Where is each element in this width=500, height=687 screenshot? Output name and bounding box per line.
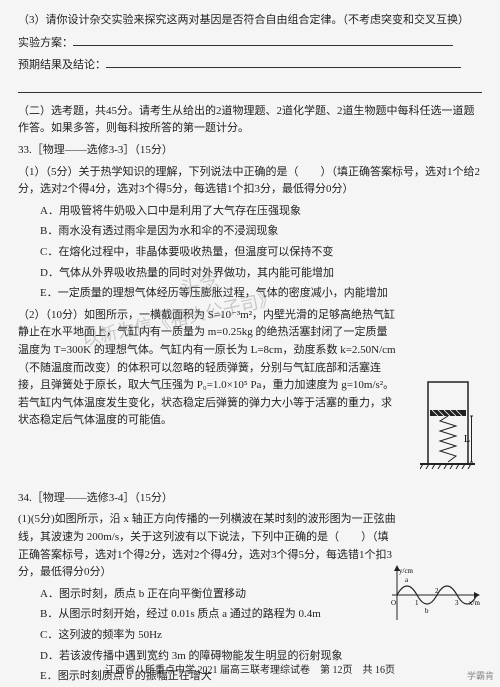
- q34-1-option-c: C．这列波的频率为 50Hz: [40, 627, 482, 645]
- corner-logo: 学霸肯: [467, 669, 494, 683]
- point-a: a: [405, 576, 409, 584]
- spring: [440, 416, 456, 462]
- q34-1-option-a: A．图示时刻，质点 b 正在向平衡位置移动: [40, 586, 420, 604]
- q34-title: 34.［物理——选修3-4］（15分）: [18, 490, 482, 508]
- scheme-row: 实验方案：: [18, 34, 482, 53]
- q33-1-option-d: D．气体从外界吸收热量的同时对外界做功，其内能可能增加: [40, 265, 482, 283]
- section2-header: （二）选考题，共45分。请考生从给出的2道物理题、2道化学题、2道生物题中每科任…: [18, 103, 482, 138]
- q33-1-intro: （1）（5分）关于热学知识的理解，下列说法中正确的是（ ）（填正确答案标号，选对…: [18, 164, 482, 199]
- page-footer: 江西省八所重点中学 2021 届高三联考理综试卷 第 12页 共 16页: [0, 663, 500, 679]
- q33-1-option-e: E．一定质量的理想气体经历等压膨胀过程，气体的密度减小，内能增加: [40, 285, 482, 303]
- point-b: b: [425, 607, 429, 615]
- blank-line: [73, 34, 453, 46]
- wave-diagram: y/cm x/m 1 2 3 a b O: [387, 565, 482, 625]
- y-label: y/cm: [399, 567, 414, 575]
- blank-line: [106, 56, 461, 68]
- q33-1-option-a: A．用吸管将牛奶吸入口中是利用了大气存在压强现象: [40, 203, 482, 221]
- label-l: L: [464, 434, 470, 445]
- tick-2: 2: [435, 587, 439, 595]
- q34-1-intro: (1)(5分)如图所示，沿 x 轴正方向传播的一列横波在某时刻的波形图为一正弦曲…: [18, 511, 398, 581]
- origin-o: O: [391, 599, 396, 607]
- q33-1-option-b: B．雨水没有透过雨伞是因为水和伞的不浸润现象: [40, 223, 482, 241]
- tick-1: 1: [415, 599, 419, 607]
- q3-prompt: （3）请你设计杂交实验来探究这两对基因是否符合自由组合定律。（不考虑突变和交叉互…: [18, 12, 482, 30]
- q33-title: 33.［物理——选修3-3］（15分）: [18, 142, 482, 160]
- q33-2-body: （2）（10分）如图所示，一横截面积为 S=10⁻³m²，内壁光滑的足够高绝热气…: [18, 307, 398, 430]
- result-label: 预期结果及结论：: [18, 59, 106, 71]
- result-row: 预期结果及结论：: [18, 56, 482, 75]
- tick-3: 3: [455, 599, 459, 607]
- beaker-diagram: L: [420, 380, 475, 470]
- x-label: x/m: [469, 599, 480, 607]
- q34-1-option-b: B．从图示时刻开始，经过 0.01s 质点 a 通过的路程为 0.4m: [40, 606, 420, 624]
- blank-full-line: [18, 79, 482, 93]
- scheme-label: 实验方案：: [18, 37, 73, 49]
- q33-1-option-c: C．在熔化过程中，非晶体要吸收热量，但温度可以保持不变: [40, 244, 482, 262]
